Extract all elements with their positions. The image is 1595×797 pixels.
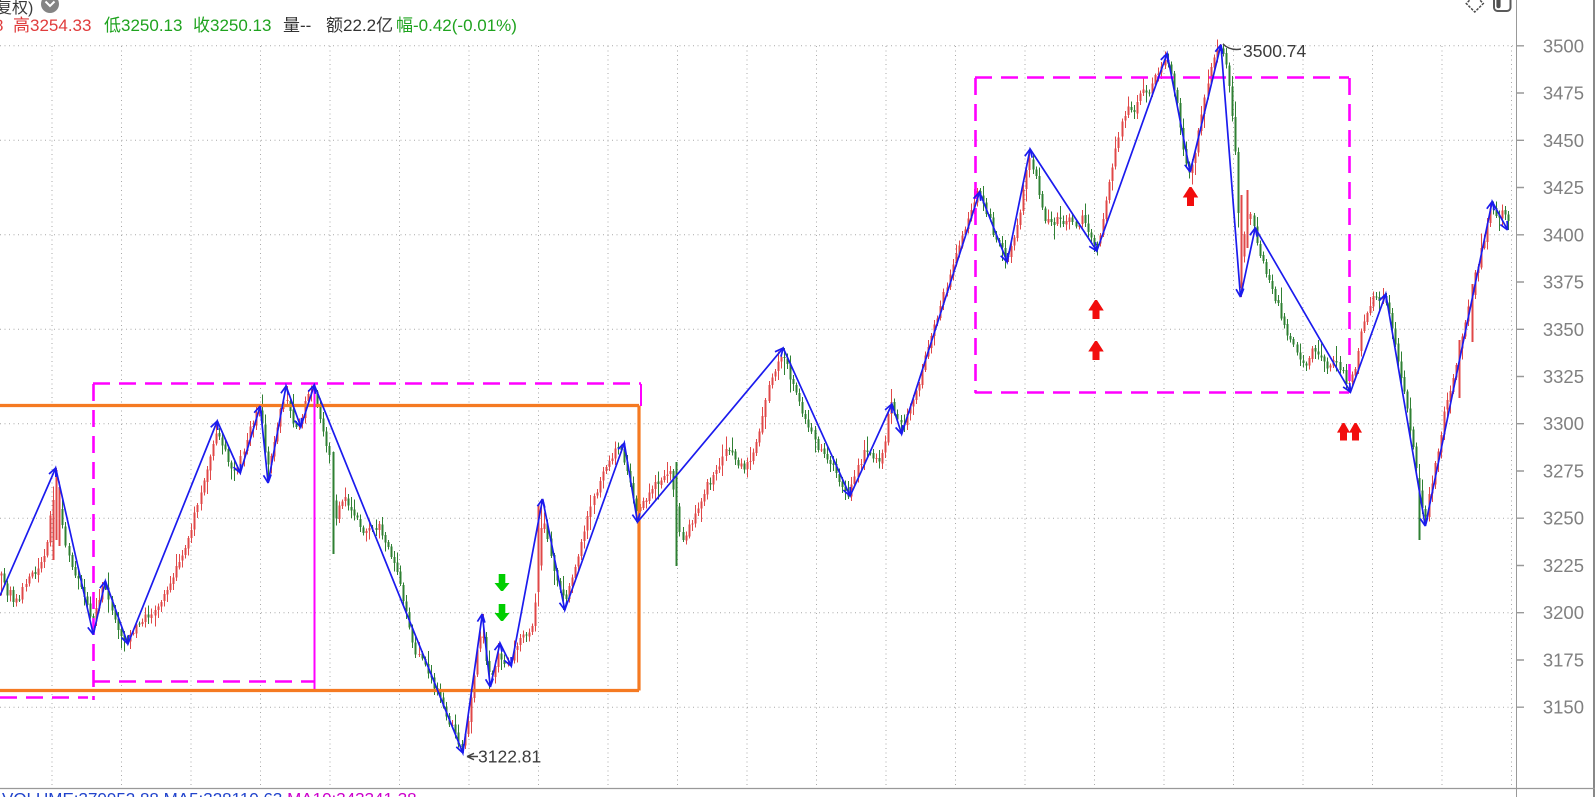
svg-text:3375: 3375 [1543,272,1584,293]
svg-text:3122.81: 3122.81 [478,747,541,767]
svg-text:3350: 3350 [1543,319,1584,340]
svg-text:3300: 3300 [1543,413,1584,434]
svg-text:3325: 3325 [1543,366,1584,387]
svg-text:3450: 3450 [1543,130,1584,151]
svg-text:3400: 3400 [1543,224,1584,245]
svg-text:3500: 3500 [1543,35,1584,56]
svg-text:VOLUME:370952.88 MA5:328110.6: VOLUME:370952.88 MA5:328110.63 MA10:3433… [2,790,417,797]
svg-text:3200: 3200 [1543,602,1584,623]
svg-text:3425: 3425 [1543,177,1584,198]
svg-text:3475: 3475 [1543,83,1584,104]
svg-text:3500.74: 3500.74 [1243,41,1307,61]
svg-text:3150: 3150 [1543,697,1584,718]
svg-text:3275: 3275 [1543,461,1584,482]
svg-text:3175: 3175 [1543,650,1584,671]
svg-text:复权): 复权) [0,0,33,17]
svg-text:3250: 3250 [1543,508,1584,529]
svg-text:3225: 3225 [1543,555,1584,576]
